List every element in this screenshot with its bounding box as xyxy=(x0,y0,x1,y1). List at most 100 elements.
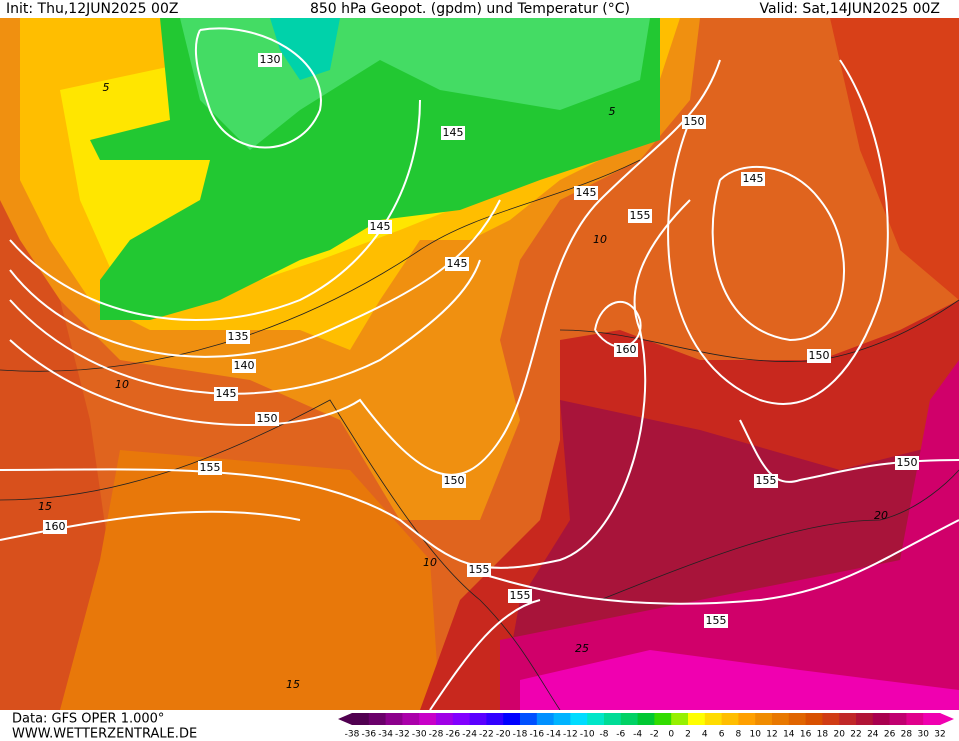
colorbar-swatch xyxy=(872,713,891,725)
colorbar-swatch xyxy=(520,713,538,725)
colorbar-label: -18 xyxy=(513,730,528,740)
height-label-box xyxy=(682,115,706,129)
colorbar-swatch xyxy=(839,713,857,725)
colorbar-label: -32 xyxy=(395,730,410,740)
height-label-box xyxy=(895,456,919,470)
height-isoline xyxy=(194,27,322,149)
colorbar-swatch xyxy=(620,713,639,725)
colorbar-label: -2 xyxy=(650,730,659,740)
height-label-box xyxy=(258,53,282,67)
colorbar-swatch xyxy=(654,713,672,725)
height-label: 130 xyxy=(260,53,281,66)
height-label: 135 xyxy=(228,330,249,343)
field-west xyxy=(0,180,110,710)
temperature-label: 15 xyxy=(286,678,300,691)
colorbar-label: -12 xyxy=(563,730,578,740)
colorbar-swatch xyxy=(688,713,706,725)
height-label: 155 xyxy=(756,474,777,487)
height-label: 150 xyxy=(257,412,278,425)
height-label: 155 xyxy=(630,209,651,222)
colorbar-label: -16 xyxy=(529,730,544,740)
colorbar-swatch xyxy=(604,713,622,725)
colorbar-label: 14 xyxy=(783,730,795,740)
colorbar-swatch xyxy=(503,713,521,725)
field-northeast xyxy=(830,18,959,300)
height-label: 150 xyxy=(809,349,830,362)
height-label-box xyxy=(442,474,466,488)
colorbar-swatch xyxy=(486,713,504,725)
colorbar-label: -14 xyxy=(546,730,561,740)
height-label-box xyxy=(628,209,652,223)
height-isoline xyxy=(9,99,421,321)
height-label-box xyxy=(614,343,638,357)
height-label-box xyxy=(232,359,256,373)
field-cyan xyxy=(270,18,340,80)
height-isoline xyxy=(9,199,501,358)
colorbar-label: -30 xyxy=(412,730,427,740)
colorbar-label: -24 xyxy=(462,730,477,740)
height-label-box xyxy=(574,186,598,200)
colorbar-label: -28 xyxy=(429,730,444,740)
colorbar-label: -22 xyxy=(479,730,494,740)
height-label: 155 xyxy=(510,589,531,602)
data-source: Data: GFS OPER 1.000° xyxy=(12,712,164,727)
height-isolines xyxy=(0,27,959,711)
height-label: 140 xyxy=(234,359,255,372)
map-field xyxy=(0,18,959,710)
temperature-label: 25 xyxy=(575,642,589,655)
colorbar-label: 8 xyxy=(736,730,742,740)
height-label: 150 xyxy=(897,456,918,469)
colorbar-arrow-high xyxy=(940,713,954,725)
colorbar-label: 2 xyxy=(685,730,691,740)
temperature-label: 5 xyxy=(103,81,110,94)
colorbar-label: -38 xyxy=(345,730,360,740)
colorbar-arrow-low xyxy=(338,713,352,725)
temperature-isoline xyxy=(599,469,959,601)
colorbar-swatch xyxy=(536,713,555,725)
colorbar-label: -36 xyxy=(361,730,376,740)
colorbar-swatch xyxy=(469,713,487,725)
colorbar-swatch xyxy=(637,713,655,725)
colorbar-swatch xyxy=(452,713,471,725)
height-label-box xyxy=(214,387,238,401)
temperature-isolines xyxy=(0,159,959,711)
height-isoline xyxy=(9,59,721,476)
height-label-box xyxy=(43,520,67,534)
height-label: 145 xyxy=(370,220,391,233)
temperature-isoline xyxy=(559,299,959,362)
height-label-box xyxy=(704,614,728,628)
height-isoline xyxy=(0,510,301,541)
height-label: 160 xyxy=(616,343,637,356)
temperature-isoline xyxy=(0,399,561,711)
map-title: 850 hPa Geopot. (gpdm) und Temperatur (°… xyxy=(310,1,630,17)
height-label-box xyxy=(368,220,392,234)
height-label: 155 xyxy=(706,614,727,627)
temperature-label: 20 xyxy=(874,509,888,522)
colorbar-swatch xyxy=(436,713,454,725)
colorbar-swatch xyxy=(805,713,823,725)
colorbar-label: -34 xyxy=(378,730,393,740)
colorbar-label: 16 xyxy=(800,730,812,740)
valid-time: Valid: Sat,14JUN2025 00Z xyxy=(760,1,940,17)
temperature-isoline xyxy=(0,159,641,372)
colorbar-label: 20 xyxy=(833,730,845,740)
colorbar-swatch xyxy=(704,713,723,725)
height-label-box xyxy=(741,172,765,186)
colorbar-label: 26 xyxy=(884,730,896,740)
colorbar-swatch xyxy=(385,713,403,725)
website: WWW.WETTERZENTRALE.DE xyxy=(12,727,197,741)
temperature-label: 10 xyxy=(593,233,607,246)
colorbar-label: 18 xyxy=(817,730,829,740)
height-label: 145 xyxy=(443,126,464,139)
colorbar-swatch xyxy=(721,713,739,725)
colorbar-swatch xyxy=(570,713,588,725)
height-isoline xyxy=(711,165,845,342)
colorbar-label: 32 xyxy=(934,730,945,740)
colorbar-swatch xyxy=(352,713,370,725)
colorbar-label: 28 xyxy=(901,730,913,740)
height-label: 150 xyxy=(684,115,705,128)
colorbar-label: -26 xyxy=(445,730,460,740)
height-isoline xyxy=(667,59,889,405)
height-label-box xyxy=(754,474,778,488)
